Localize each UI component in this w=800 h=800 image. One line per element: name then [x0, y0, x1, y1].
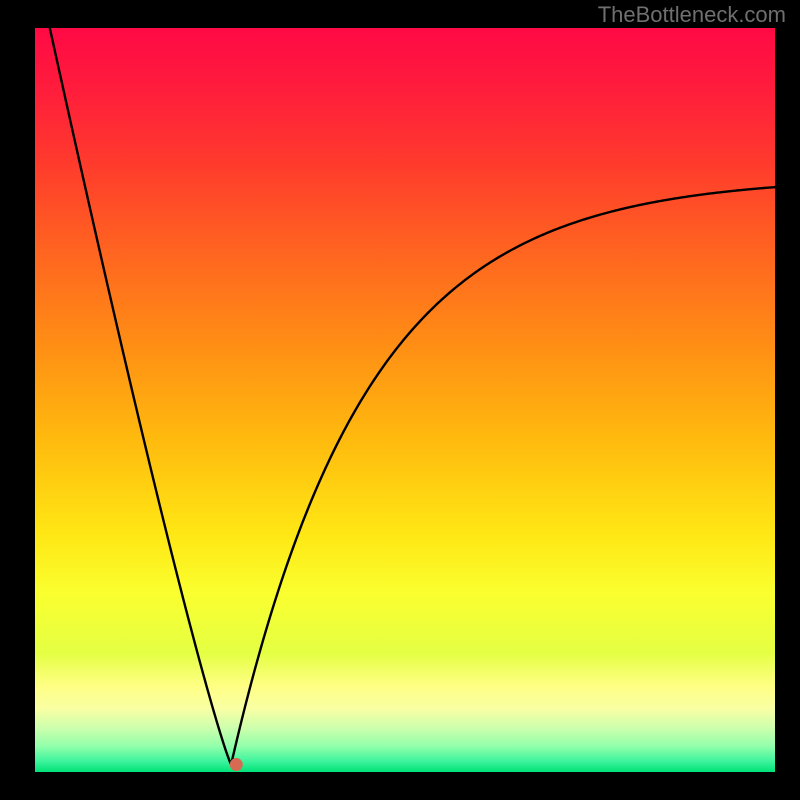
watermark-label: TheBottleneck.com — [598, 2, 786, 28]
bottleneck-chart — [35, 28, 775, 772]
gradient-background — [35, 28, 775, 772]
optimum-marker — [230, 758, 243, 771]
chart-container: TheBottleneck.com — [0, 0, 800, 800]
